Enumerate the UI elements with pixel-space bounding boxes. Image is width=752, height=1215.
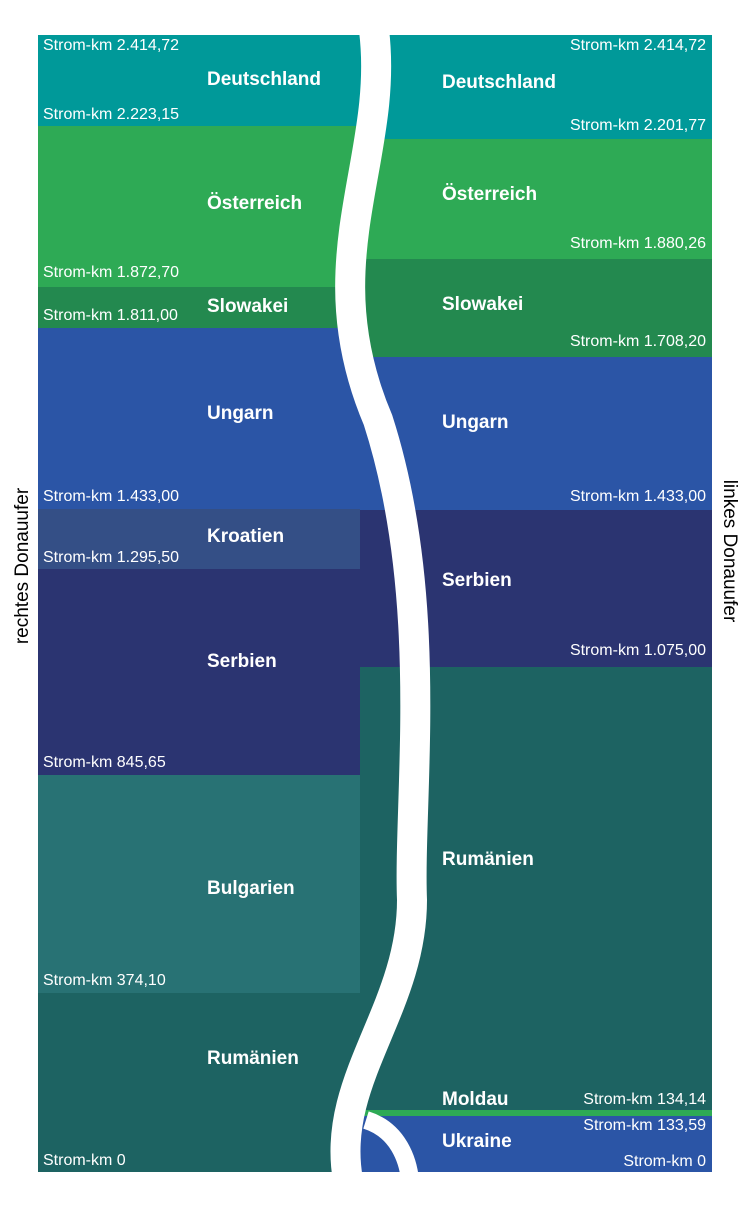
left-segment-bulgarien [38,775,398,993]
left-country-label: Ungarn [207,403,274,424]
left-country-label: Österreich [207,193,303,214]
right-country-label: Österreich [442,184,538,205]
right-segment-deutschland [360,35,712,139]
left-segment-serbien [38,569,398,775]
right-km-label: Strom-km 134,14 [583,1091,706,1108]
right-km-label: Strom-km 0 [623,1153,706,1170]
right-segment-slowakei [360,259,712,357]
right-country-label: Ukraine [442,1131,512,1152]
left-segment-ungarn [38,328,398,509]
left-bank-label: rechtes Donauufer [12,487,33,645]
right-segment-ungarn [360,357,712,510]
right-country-label: Slowakei [442,294,524,315]
left-km-label: Strom-km 2.414,72 [43,37,180,54]
right-country-label: Deutschland [442,72,557,93]
right-km-label: Strom-km 1.433,00 [569,488,706,505]
right-country-label: Ungarn [442,412,509,433]
left-km-label: Strom-km 1.433,00 [43,488,180,505]
left-km-label: Strom-km 374,10 [43,972,166,989]
left-country-label: Kroatien [207,526,285,547]
left-km-label: Strom-km 0 [43,1152,126,1169]
left-country-label: Slowakei [207,296,289,317]
right-country-label: Rumänien [442,849,534,870]
right-segment-oesterreich [360,139,712,259]
left-km-label: Strom-km 1.872,70 [43,264,180,281]
left-country-label: Deutschland [207,69,322,90]
left-segment-deutschland [38,35,398,126]
left-country-label: Rumänien [207,1048,299,1069]
right-km-label: Strom-km 1.075,00 [569,642,706,659]
right-segment-moldau [360,1110,712,1116]
right-km-label: Strom-km 2.201,77 [569,117,706,134]
right-km-label: Strom-km 1.708,20 [569,333,706,350]
left-country-label: Bulgarien [207,878,295,899]
left-country-label: Serbien [207,651,277,672]
right-segment-ukraine [360,1116,712,1172]
left-segment-kroatien [38,509,398,569]
right-km-label: Strom-km 133,59 [583,1117,706,1134]
left-km-label: Strom-km 845,65 [43,754,166,771]
right-country-label: Moldau [442,1089,509,1110]
left-km-label: Strom-km 1.295,50 [43,549,180,566]
right-km-label: Strom-km 2.414,72 [569,37,706,54]
right-bank-label: linkes Donauufer [719,479,740,623]
left-km-label: Strom-km 2.223,15 [43,106,180,123]
left-km-label: Strom-km 1.811,00 [43,307,178,324]
right-country-label: Serbien [442,570,512,591]
right-km-label: Strom-km 1.880,26 [569,235,706,252]
